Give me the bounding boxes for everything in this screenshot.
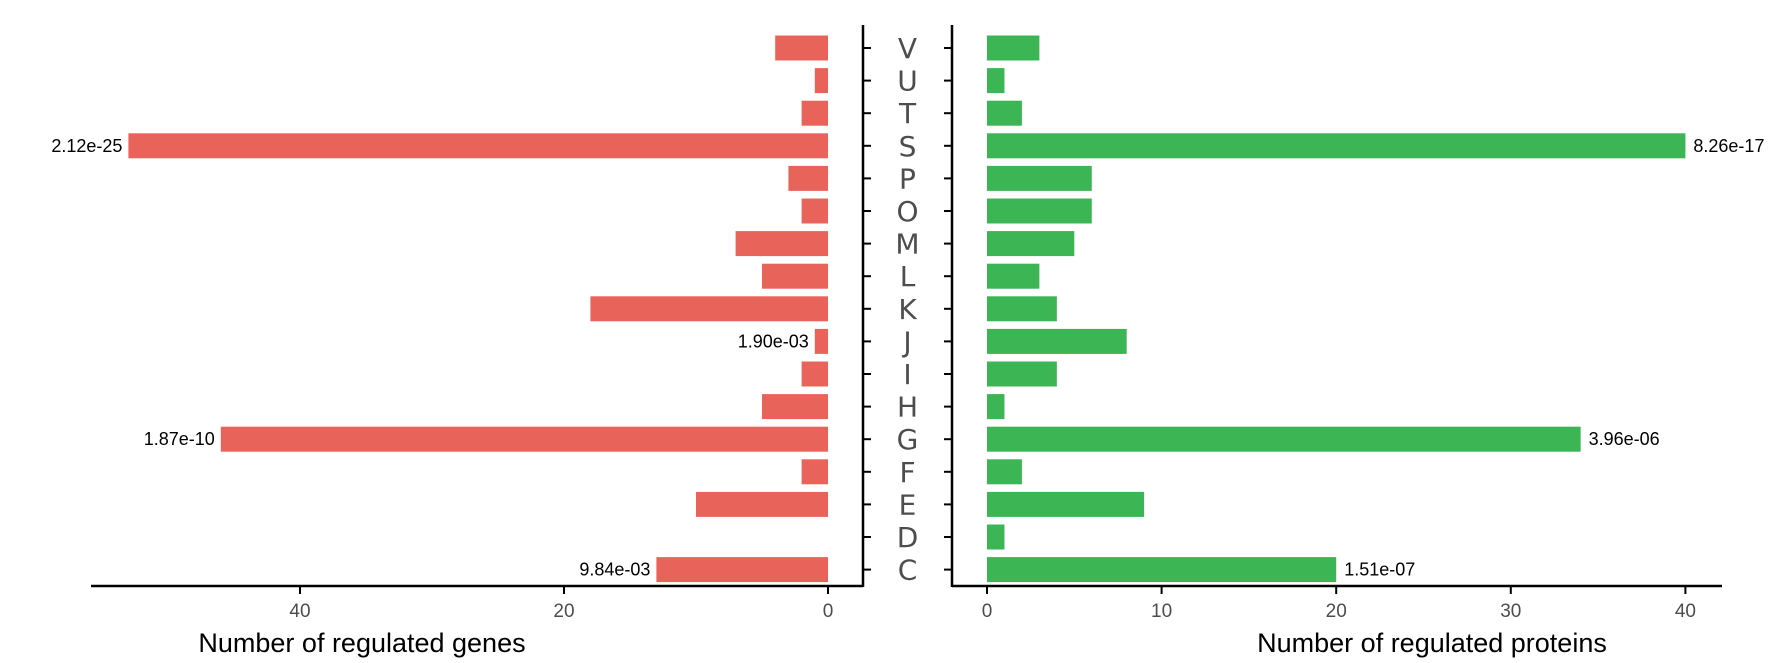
gene-bar-E	[696, 491, 828, 517]
gene-bar-K	[590, 296, 828, 322]
protein-bar-I	[987, 361, 1057, 387]
protein-bar-G	[987, 426, 1581, 452]
right-x-tick-label: 10	[1151, 601, 1172, 622]
category-label: E	[899, 488, 917, 521]
protein-bar-H	[987, 394, 1005, 420]
protein-bar-F	[987, 459, 1022, 485]
protein-bar-S	[987, 133, 1686, 159]
category-label: S	[899, 130, 917, 163]
category-label: G	[897, 423, 919, 456]
protein-bar-J	[987, 328, 1127, 354]
right-x-tick-label: 0	[982, 601, 993, 622]
left-panel: 40 20 0 2.12e-25 1.90e-03 1.87e-10 9.84e-03 N…	[51, 25, 871, 658]
protein-bar-K	[987, 296, 1057, 322]
gene-bar-U	[814, 68, 828, 94]
pvalue-label: 1.51e-07	[1344, 560, 1415, 580]
protein-bar-O	[987, 198, 1092, 224]
left-x-axis-title: Number of regulated genes	[198, 628, 525, 658]
category-label: L	[900, 260, 916, 293]
left-x-tick-label: 0	[823, 601, 834, 622]
right-x-tick-label: 30	[1500, 601, 1521, 622]
protein-bar-T	[987, 100, 1022, 126]
left-x-tick-label: 40	[289, 601, 310, 622]
gene-bar-I	[801, 361, 828, 387]
right-x-axis-title: Number of regulated proteins	[1257, 628, 1607, 658]
gene-bar-V	[775, 35, 828, 61]
protein-bar-E	[987, 491, 1145, 517]
protein-bar-M	[987, 231, 1075, 257]
gene-bar-L	[762, 263, 828, 289]
pvalue-label: 2.12e-25	[51, 136, 122, 156]
category-label: U	[897, 65, 918, 98]
category-label: O	[896, 195, 918, 228]
gene-bar-M	[735, 231, 828, 257]
gene-bar-P	[788, 165, 828, 191]
category-label: M	[895, 228, 919, 261]
protein-bar-V	[987, 35, 1040, 61]
gene-bar-C	[656, 557, 828, 583]
gene-bar-O	[801, 198, 828, 224]
protein-bar-C	[987, 557, 1337, 583]
protein-bar-D	[987, 524, 1005, 550]
left-x-tick-label: 20	[553, 601, 574, 622]
gene-bar-H	[762, 394, 828, 420]
protein-bar-P	[987, 165, 1092, 191]
pvalue-label: 8.26e-17	[1693, 136, 1764, 156]
right-x-tick-label: 20	[1326, 601, 1347, 622]
protein-bar-U	[987, 68, 1005, 94]
pvalue-label: 9.84e-03	[579, 560, 650, 580]
category-label: P	[899, 162, 916, 195]
gene-bar-F	[801, 459, 828, 485]
category-label: I	[903, 358, 911, 391]
right-x-tick-label: 40	[1675, 601, 1696, 622]
category-label: T	[898, 97, 917, 130]
protein-bar-L	[987, 263, 1040, 289]
gene-bar-G	[220, 426, 829, 452]
category-label: H	[897, 391, 918, 424]
category-label: F	[899, 456, 915, 489]
pvalue-label: 1.87e-10	[144, 429, 215, 449]
category-label: V	[898, 32, 917, 65]
pvalue-label: 3.96e-06	[1589, 429, 1660, 449]
right-panel: 0 10 20 30 40 8.26e-17 3.96e-06 1.51e-07 Numbe…	[944, 25, 1764, 658]
category-label: C	[898, 554, 918, 587]
category-label: K	[898, 293, 917, 326]
pvalue-label: 1.90e-03	[738, 331, 809, 351]
gene-bar-T	[801, 100, 828, 126]
gene-bar-S	[128, 133, 828, 159]
gene-bar-J	[814, 328, 828, 354]
category-label: D	[897, 521, 919, 554]
category-label: J	[901, 325, 911, 358]
